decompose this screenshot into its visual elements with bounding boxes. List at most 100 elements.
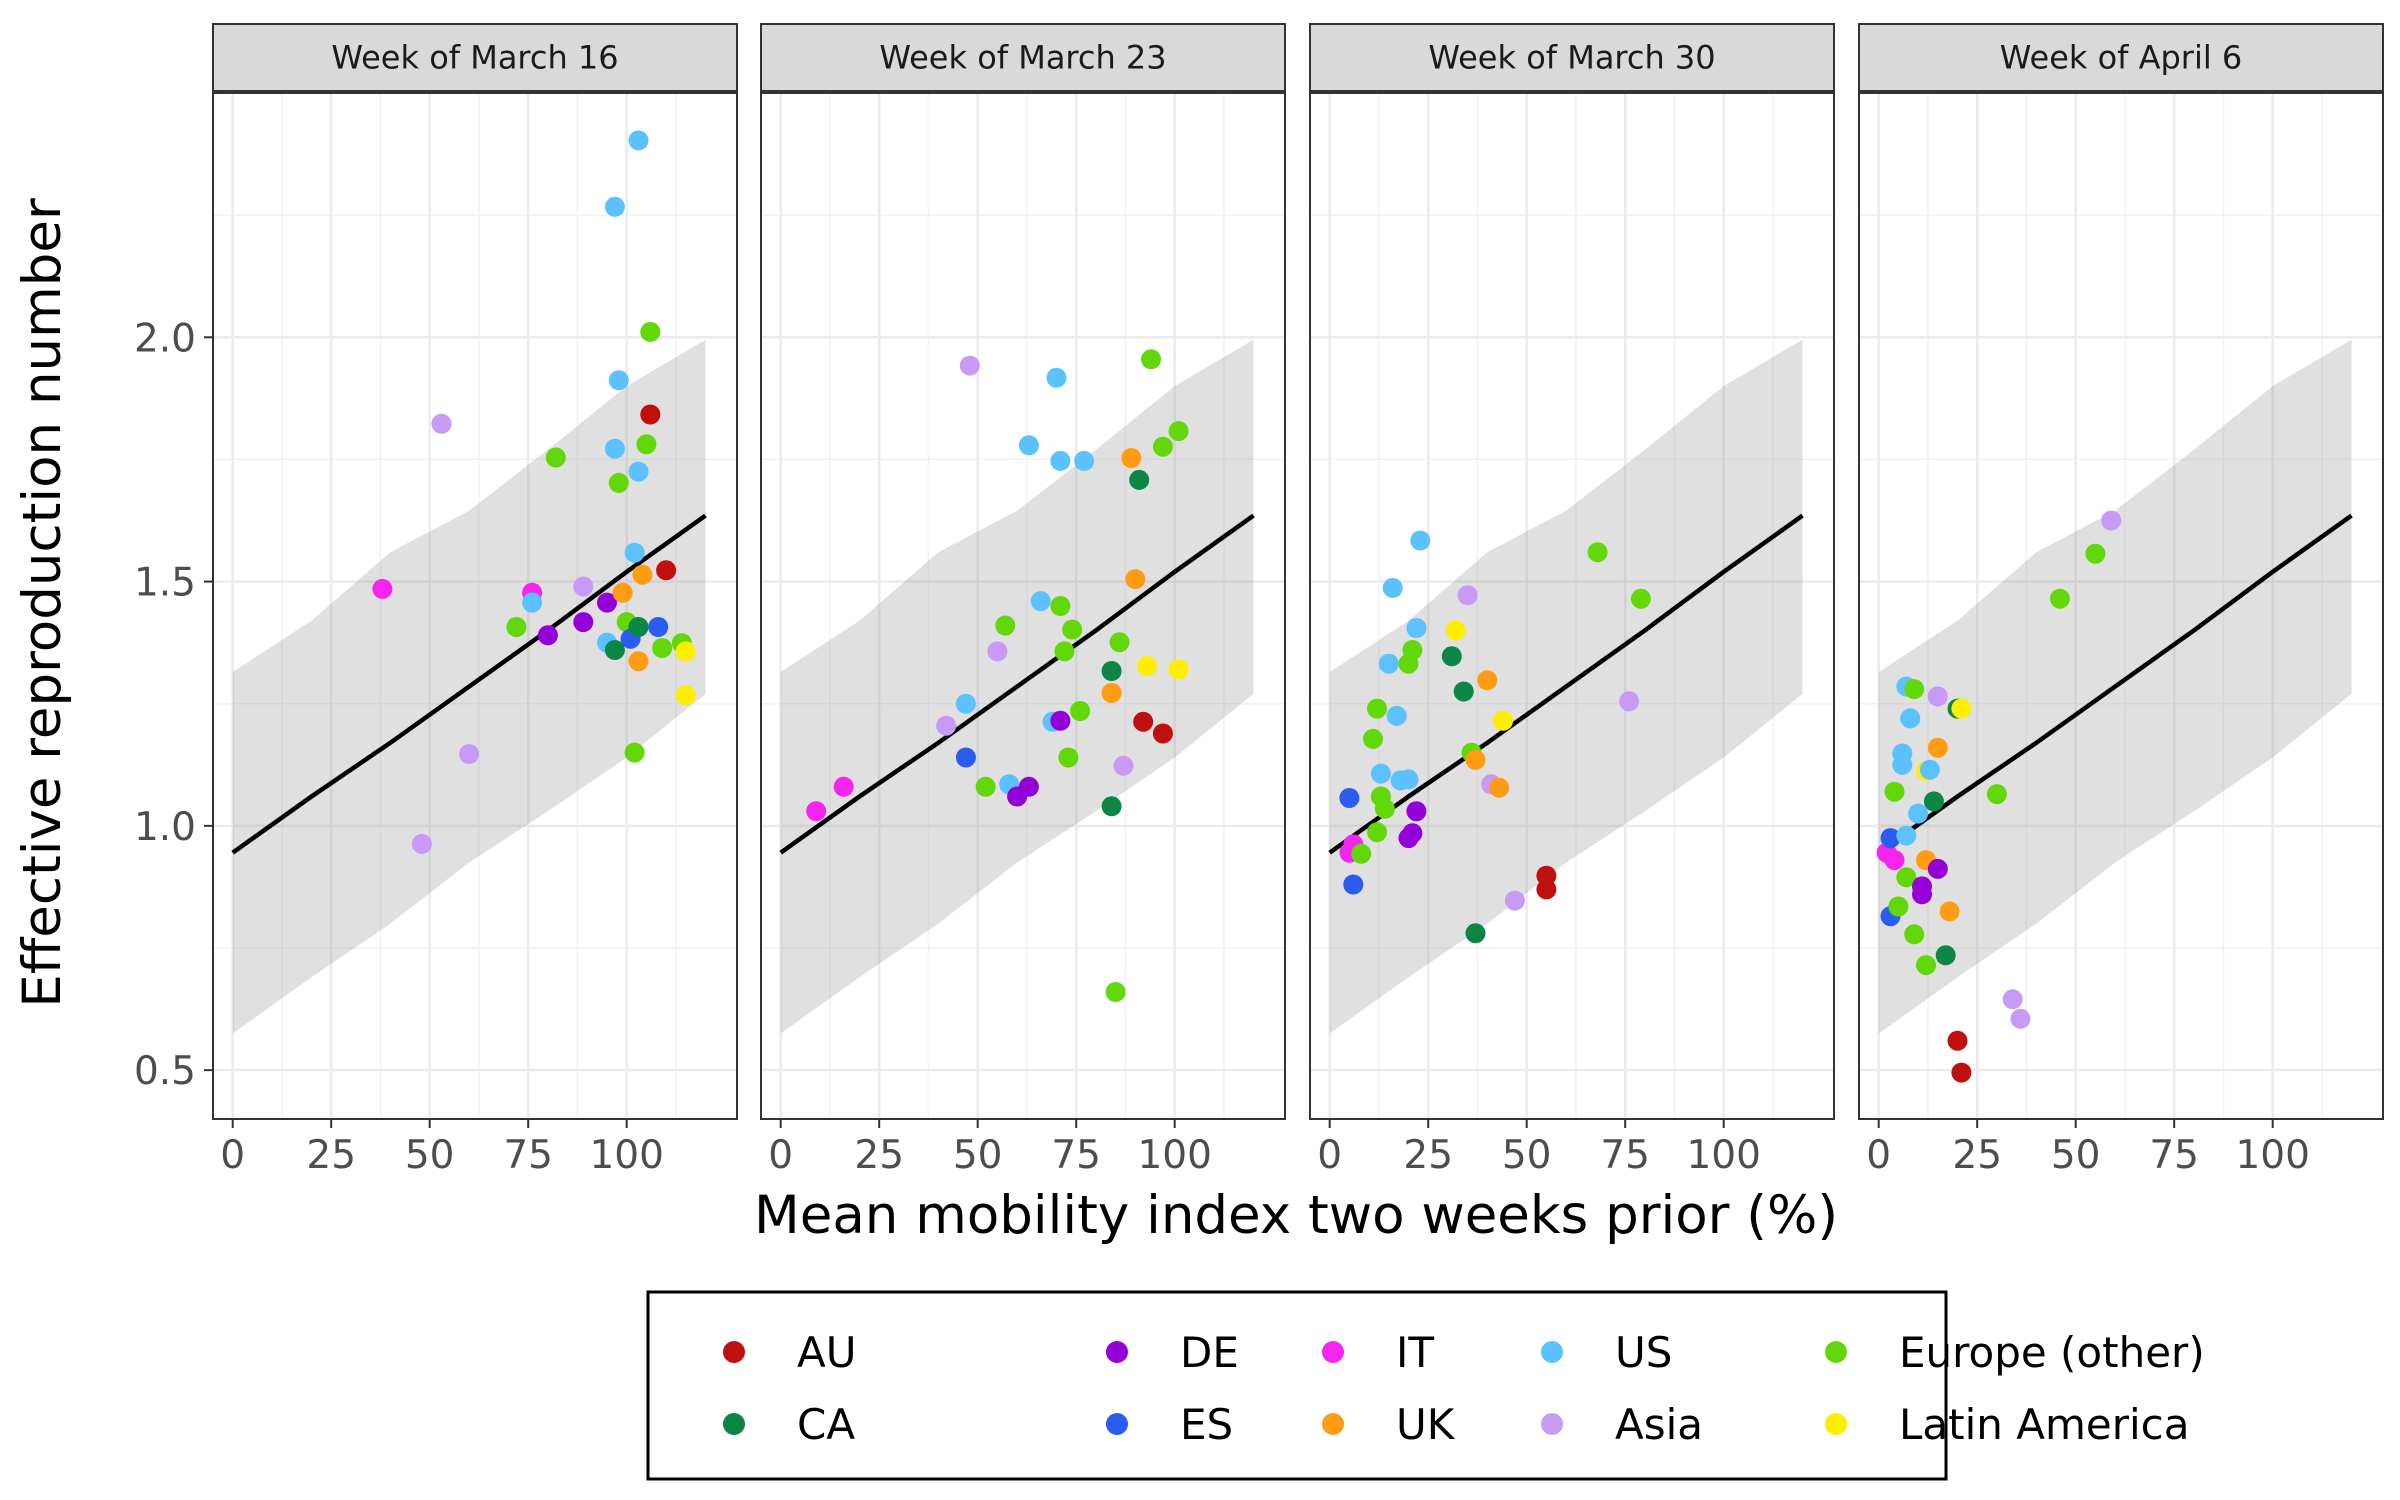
data-point-de: [537, 625, 558, 646]
data-point-asia: [987, 641, 1008, 662]
data-point-us: [1892, 754, 1913, 775]
data-point-europe-other: [1402, 640, 1423, 660]
data-point-au: [640, 404, 661, 425]
data-point-asia: [2002, 989, 2023, 1010]
legend-item-es: ES: [1106, 1400, 1233, 1449]
data-point-asia: [459, 744, 480, 764]
panel-2: Week of March 23 0 25 50 75 100: [760, 23, 1286, 1178]
data-point-uk: [1101, 683, 1122, 703]
data-point-europe-other: [1152, 436, 1173, 457]
data-point-europe-other: [545, 447, 566, 468]
data-point-us: [608, 370, 629, 391]
data-point-europe-other: [1050, 596, 1071, 616]
data-point-uk: [1489, 777, 1510, 798]
data-point-asia: [2010, 1008, 2031, 1029]
panel-strip: [1858, 23, 2384, 92]
data-point-europe-other: [1054, 641, 1075, 662]
data-point-asia: [959, 355, 980, 376]
data-point-us: [1398, 769, 1419, 790]
x-tick-label: 75: [1600, 1133, 1650, 1178]
data-point-uk: [1125, 569, 1146, 590]
x-tick-label: 100: [2235, 1133, 2309, 1178]
data-point-it: [372, 578, 393, 599]
data-point-europe-other: [1884, 781, 1905, 802]
data-point-it: [806, 801, 827, 822]
data-point-asia: [573, 576, 594, 597]
legend-key: [1825, 1413, 1847, 1435]
data-point-us: [1030, 591, 1051, 612]
fit-line: [1877, 513, 2353, 855]
data-point-europe-other: [1058, 747, 1079, 768]
data-point-us: [604, 438, 625, 459]
panel-title: Week of March 30: [1428, 39, 1715, 77]
data-point-de: [1927, 858, 1948, 879]
data-point-europe-other: [1916, 955, 1936, 976]
data-point-latin-america: [675, 641, 696, 662]
legend-label: Asia: [1615, 1400, 1703, 1449]
data-point-europe-other: [640, 321, 661, 342]
x-tick-label: 0: [1317, 1133, 1342, 1178]
legend-key: [1541, 1341, 1563, 1363]
legend-key: [1322, 1341, 1344, 1363]
data-point-uk: [628, 651, 649, 672]
data-point-europe-other: [1141, 349, 1161, 370]
legend-label: US: [1615, 1328, 1672, 1377]
data-point-europe-other: [1367, 698, 1387, 719]
data-point-uk: [1477, 670, 1498, 691]
data-point-es: [1343, 874, 1364, 895]
data-point-uk: [1927, 737, 1948, 758]
data-point-us: [1050, 450, 1071, 471]
data-point-europe-other: [1109, 632, 1130, 653]
panel-border: [1858, 92, 2384, 1120]
data-point-asia: [1504, 890, 1525, 911]
legend-item-us: US: [1541, 1328, 1672, 1377]
data-point-asia: [411, 833, 432, 854]
data-point-au: [1951, 1062, 1972, 1083]
legend-item-europe-other: Europe (other): [1825, 1328, 2205, 1377]
fit-line: [779, 513, 1255, 855]
legend-item-latin-america: Latin America: [1825, 1400, 2190, 1449]
legend-key: [1825, 1341, 1847, 1363]
y-tick-label: 1.0: [134, 805, 196, 850]
data-point-europe-other: [652, 638, 673, 658]
data-point-us: [1900, 708, 1921, 729]
data-point-asia: [936, 715, 957, 736]
legend-label: ES: [1180, 1400, 1233, 1449]
data-point-au: [1536, 865, 1557, 886]
data-point-es: [955, 747, 976, 768]
data-point-ca: [1129, 469, 1150, 490]
data-point-uk: [1121, 448, 1142, 468]
data-point-au: [1152, 723, 1173, 744]
data-point-europe-other: [1904, 924, 1925, 945]
panel-3: Week of March 30 0 25 50 75 100: [1309, 23, 1835, 1178]
data-point-us: [1410, 530, 1431, 551]
x-tick-label: 25: [1403, 1133, 1453, 1178]
data-point-us: [628, 130, 649, 151]
data-point-europe-other: [995, 615, 1016, 636]
panel-strip: [212, 23, 738, 92]
data-point-europe-other: [1070, 701, 1091, 721]
x-tick-label: 50: [405, 1133, 455, 1178]
panel-border: [1309, 92, 1835, 1120]
x-tick-label: 50: [1502, 1133, 1552, 1178]
data-point-de: [1402, 823, 1423, 844]
data-point-us: [522, 592, 543, 613]
data-point-de: [1406, 801, 1427, 822]
x-tick-label: 100: [589, 1133, 663, 1178]
panel-4: Week of April 6 0 25 50 75 100: [1858, 23, 2384, 1178]
data-point-europe-other: [1904, 679, 1925, 700]
data-point-ca: [604, 640, 625, 660]
data-point-de: [597, 592, 617, 613]
data-point-latin-america: [1137, 656, 1158, 677]
legend-box: [646, 1290, 1948, 1481]
legend-item-ca: CA: [723, 1400, 855, 1449]
x-tick-label: 50: [2051, 1133, 2101, 1178]
legend-item-uk: UK: [1322, 1400, 1456, 1449]
y-tick-label: 0.5: [134, 1049, 196, 1094]
data-point-europe-other: [1587, 542, 1608, 563]
data-point-latin-america: [1445, 620, 1466, 641]
data-point-us: [1386, 705, 1407, 726]
legend-item-au: AU: [723, 1328, 856, 1377]
data-point-uk: [1465, 749, 1486, 770]
